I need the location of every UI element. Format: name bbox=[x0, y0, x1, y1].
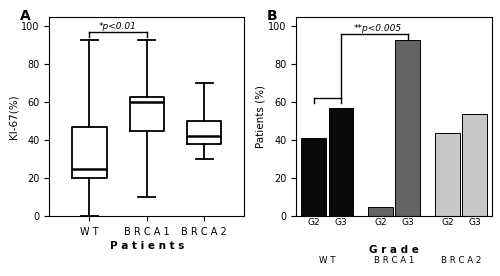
Bar bbox=[302, 138, 326, 216]
X-axis label: G r a d e: G r a d e bbox=[369, 245, 419, 254]
Text: W T: W T bbox=[319, 256, 336, 265]
Bar bbox=[462, 114, 487, 216]
Text: A: A bbox=[20, 9, 30, 23]
Text: B R C A 2: B R C A 2 bbox=[441, 256, 481, 265]
Y-axis label: KI-67(%): KI-67(%) bbox=[8, 94, 18, 139]
Bar bbox=[368, 207, 392, 216]
Y-axis label: Patients (%): Patients (%) bbox=[256, 85, 266, 148]
Text: B R C A 1: B R C A 1 bbox=[374, 256, 414, 265]
X-axis label: P a t i e n t s: P a t i e n t s bbox=[110, 241, 184, 251]
Text: **p<0.005: **p<0.005 bbox=[354, 24, 402, 33]
Bar bbox=[396, 40, 420, 216]
Text: *p<0.01: *p<0.01 bbox=[99, 22, 137, 31]
Bar bbox=[435, 133, 460, 216]
Bar bbox=[328, 108, 353, 216]
Text: B: B bbox=[267, 9, 278, 23]
